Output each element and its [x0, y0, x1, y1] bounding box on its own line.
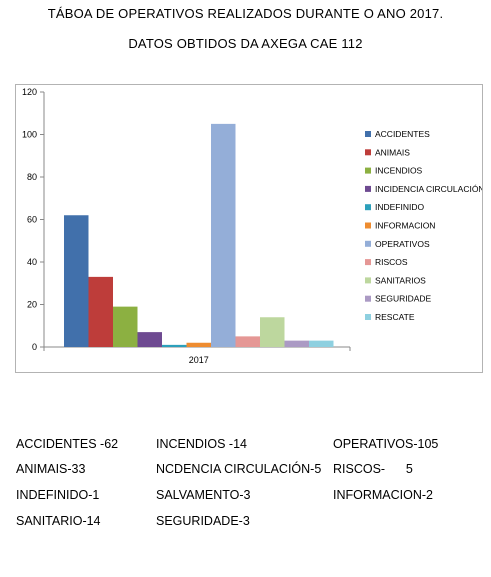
legend-swatch-sanitarios: [365, 277, 371, 284]
summary-incidencia-circulacion: NCDENCIA CIRCULACIÓN-5: [156, 462, 322, 476]
legend-swatch-incidencia-circulacion: [365, 185, 371, 192]
legend-label-sanitarios: SANITARIOS: [375, 275, 426, 285]
summary-riscos: RISCOS- 5: [333, 462, 413, 476]
bar-accidentes: [64, 215, 89, 347]
bar-informacion: [186, 342, 211, 347]
legend-label-rescate: RESCATE: [375, 312, 415, 322]
y-tick-label: 0: [32, 342, 37, 352]
bar-riscos: [235, 336, 260, 347]
y-tick-label: 80: [27, 172, 37, 182]
summary-incendios: INCENDIOS -14: [156, 437, 247, 451]
summary-salvamento: SALVAMENTO-3: [156, 488, 251, 502]
y-tick-label: 20: [27, 300, 37, 310]
bar-rescate: [309, 340, 334, 347]
legend-label-operativos: OPERATIVOS: [375, 239, 430, 249]
legend-swatch-indefinido: [365, 204, 371, 211]
summary-animais: ANIMAIS-33: [16, 462, 86, 476]
bar-indefinido: [162, 344, 187, 347]
legend-swatch-accidentes: [365, 131, 371, 137]
bar-sanitarios: [260, 317, 285, 347]
summary-accidentes: ACCIDENTES -62: [16, 437, 119, 451]
page-title: TÁBOA DE OPERATIVOS REALIZADOS DURANTE O…: [47, 6, 444, 21]
y-tick-label: 120: [22, 87, 37, 97]
bar-incendios: [113, 306, 138, 347]
legend-swatch-animais: [365, 149, 371, 156]
legend-swatch-incendios: [365, 167, 371, 174]
legend-label-incendios: INCENDIOS: [375, 166, 423, 176]
y-tick-label: 60: [27, 215, 37, 225]
summary-seguridade: SEGURIDADE-3: [156, 514, 250, 528]
bar-incidencia-circulacion: [137, 332, 162, 347]
summary-informacion: INFORMACION-2: [333, 488, 433, 502]
bar-operativos: [211, 123, 236, 347]
y-tick-label: 40: [27, 257, 37, 267]
x-category-label: 2017: [189, 355, 209, 365]
summary-indefinido: INDEFINIDO-1: [16, 488, 100, 502]
legend-label-indefinido: INDEFINIDO: [375, 202, 425, 212]
legend-label-accidentes: ACCIDENTES: [375, 129, 430, 139]
bar-seguridade: [284, 340, 309, 347]
legend-swatch-operativos: [365, 240, 371, 247]
summary-sanitario: SANITARIO-14: [16, 514, 101, 528]
legend-label-animais: ANIMAIS: [375, 147, 410, 157]
bar-animais: [88, 276, 113, 347]
legend-label-informacion: INFORMACION: [375, 221, 435, 231]
chart-frame: 0 20 40 60 80 100 120 2017 ACCIDENTES ANIMAIS INCE…: [15, 84, 483, 373]
legend-swatch-informacion: [365, 222, 371, 229]
y-tick-label: 100: [22, 130, 37, 140]
legend-swatch-seguridade: [365, 295, 371, 302]
legend-swatch-rescate: [365, 314, 371, 320]
legend-label-riscos: RISCOS: [375, 257, 408, 267]
bar-chart: 0 20 40 60 80 100 120 2017 ACCIDENTES ANIMAIS INCE…: [22, 87, 482, 365]
page-subtitle: DATOS OBTIDOS DA AXEGA CAE 112: [128, 36, 363, 51]
summary-operativos: OPERATIVOS-105: [333, 437, 439, 451]
legend-swatch-riscos: [365, 259, 371, 266]
legend-label-incidencia-circulacion: INCIDENCIA CIRCULACIÓN: [375, 184, 482, 194]
legend-label-seguridade: SEGURIDADE: [375, 294, 432, 304]
